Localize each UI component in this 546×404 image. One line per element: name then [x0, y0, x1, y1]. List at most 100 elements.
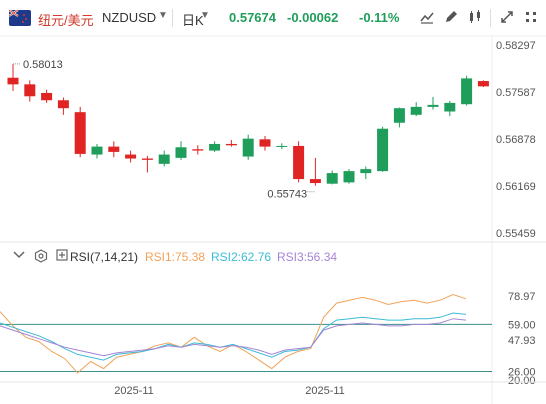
candle-body — [91, 146, 103, 155]
interval-selector[interactable]: 日K — [182, 13, 204, 28]
fullscreen-icon[interactable] — [498, 8, 516, 26]
rsi2-value: RSI2:62.76 — [211, 250, 272, 264]
symbol-selector[interactable]: NZDUSD — [102, 10, 157, 25]
candle-body — [108, 146, 120, 152]
candle-body — [209, 143, 221, 151]
last-price: 0.57674 — [229, 10, 276, 25]
candlesticks: 0.58013 0.55743 — [7, 59, 489, 201]
candle-body — [377, 128, 389, 172]
chevron-down-icon[interactable]: ▼ — [158, 10, 168, 21]
rsi-indicator-name[interactable]: RSI(7,14,21) — [70, 250, 139, 264]
candle-body — [158, 154, 170, 164]
candle-body — [276, 145, 288, 147]
candle — [259, 136, 271, 151]
candle — [360, 166, 372, 180]
rsi-grid — [0, 323, 492, 372]
rsi-series-line — [0, 312, 467, 361]
candle-body — [242, 138, 254, 157]
rsi-tick-label: 20.00 — [508, 375, 536, 387]
candle — [24, 80, 36, 102]
candle-body — [427, 104, 439, 107]
rsi1-value: RSI1:75.38 — [145, 250, 206, 264]
candle — [477, 80, 489, 87]
time-tick-label: 2025-11 — [305, 385, 345, 397]
candle — [57, 97, 69, 115]
high-annotation: 0.58013 — [23, 59, 63, 71]
candle — [74, 106, 86, 158]
candle — [141, 155, 153, 173]
price-tick-label: 0.56878 — [496, 134, 536, 146]
candle — [41, 89, 53, 103]
chart-icon[interactable] — [418, 8, 436, 26]
candle — [158, 150, 170, 167]
candle-body — [141, 158, 153, 160]
candle-body — [192, 149, 204, 151]
candle-body — [309, 179, 321, 184]
candle — [192, 145, 204, 155]
candle-body — [24, 84, 36, 97]
candle — [108, 141, 120, 158]
candle-body — [125, 154, 137, 159]
price-tick-label: 0.57587 — [496, 87, 536, 99]
candle — [125, 150, 137, 163]
candle — [7, 63, 19, 91]
candle-body — [7, 77, 19, 85]
candle-settings-icon[interactable] — [466, 8, 484, 26]
candle — [242, 134, 254, 160]
candle-body — [477, 81, 489, 87]
chevron-down-icon[interactable]: ▼ — [200, 10, 210, 21]
candle — [175, 141, 187, 160]
candle — [444, 100, 456, 117]
candle — [410, 102, 422, 117]
indicator-select-icon[interactable] — [56, 249, 68, 264]
pencil-icon[interactable] — [442, 8, 460, 26]
divider — [172, 9, 173, 27]
candle-body — [360, 169, 372, 174]
rsi-series-line — [0, 293, 467, 374]
candle — [91, 143, 103, 159]
rsi3-value: RSI3:56.34 — [277, 250, 338, 264]
candle — [225, 139, 237, 147]
candle-body — [326, 173, 338, 184]
time-axis: 2025-11 2025-11 — [0, 381, 546, 397]
candle-body — [343, 171, 355, 183]
candle — [309, 157, 321, 186]
rsi-tick-label: 78.97 — [508, 291, 536, 303]
candle-body — [410, 106, 422, 115]
candle — [276, 143, 288, 150]
price-tick-label: 0.55459 — [496, 228, 536, 240]
candle-body — [41, 92, 53, 101]
candle-body — [259, 139, 271, 147]
rsi-series-line — [0, 318, 467, 357]
candle — [326, 170, 338, 185]
candle — [343, 169, 355, 184]
rsi-lines — [0, 293, 467, 374]
price-tick-label: 0.58297 — [496, 40, 536, 52]
rsi-tick-label: 59.00 — [508, 319, 536, 331]
nz-flag-icon — [9, 10, 31, 26]
candle-body — [393, 108, 405, 123]
gear-icon[interactable] — [34, 249, 48, 266]
price-tick-label: 0.56169 — [496, 181, 536, 193]
price-grid — [0, 35, 546, 404]
candle-body — [57, 100, 69, 109]
candle-body — [444, 102, 456, 112]
more-icon[interactable] — [522, 8, 540, 26]
currency-pair-name[interactable]: 纽元/美元 — [38, 13, 94, 28]
divider — [490, 9, 491, 27]
candle — [377, 126, 389, 172]
chart-toolbar: 纽元/美元 NZDUSD ▼ 日K ▼ 0.57674 -0.00062 -0.… — [0, 0, 546, 36]
low-annotation: 0.55743 — [267, 189, 307, 201]
rsi-tick-label: 47.93 — [508, 335, 536, 347]
price-change: -0.00062 — [287, 10, 339, 25]
rsi-tick-label: 26.00 — [508, 366, 536, 378]
time-tick-label: 2025-11 — [114, 385, 154, 397]
price-axis: 0.58297 0.57587 0.56878 0.56169 0.55459 — [496, 40, 536, 240]
price-change-percent: -0.11% — [359, 10, 400, 25]
candle-body — [293, 145, 305, 180]
candle-body — [74, 112, 86, 154]
candle — [393, 107, 405, 128]
chevron-icon[interactable] — [12, 249, 26, 264]
